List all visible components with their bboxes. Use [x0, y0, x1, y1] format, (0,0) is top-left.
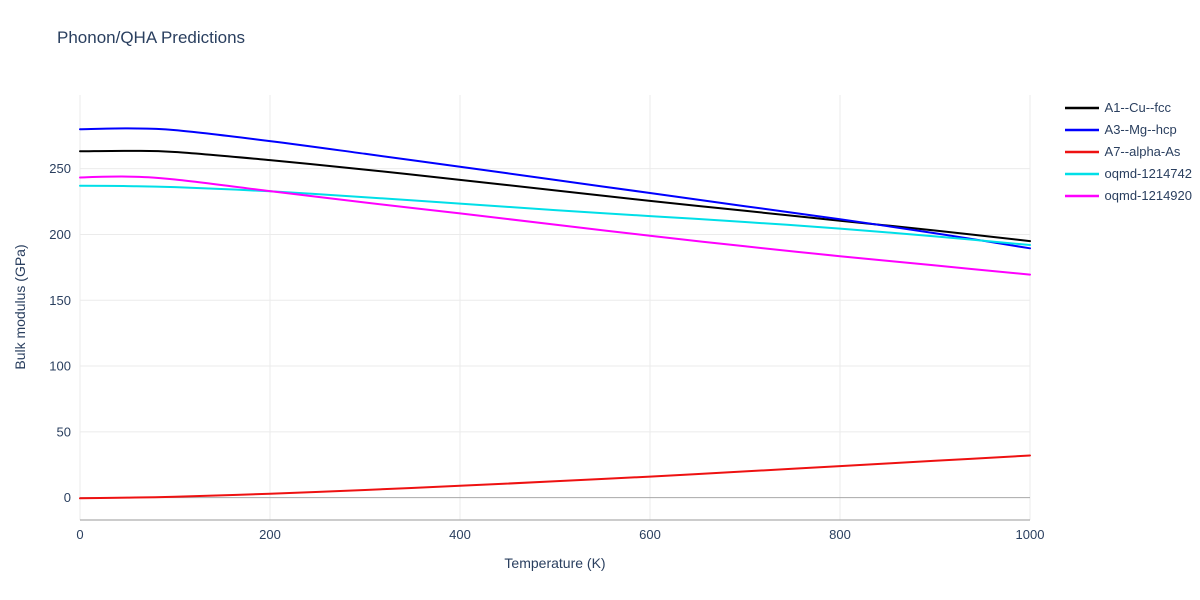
legend: A1--Cu--fcc A3--Mg--hcp A7--alpha-As oqmd-1… — [1064, 100, 1192, 203]
legend-label: A3--Mg--hcp — [1104, 122, 1177, 137]
legend-item-A3--Mg--hcp[interactable]: A3--Mg--hcp — [1064, 122, 1192, 137]
y-tick-label: 100 — [49, 359, 71, 374]
x-axis-label: Temperature (K) — [504, 555, 606, 571]
legend-label: A7--alpha-As — [1104, 144, 1181, 159]
series-line-A1--Cu--fcc[interactable] — [79, 149, 1031, 243]
legend-item-A1--Cu--fcc[interactable]: A1--Cu--fcc — [1064, 100, 1192, 115]
y-tick-label: 0 — [64, 490, 71, 505]
legend-label: oqmd-1214920 — [1104, 188, 1192, 203]
legend-label: oqmd-1214742 — [1104, 166, 1192, 181]
y-tick-label: 250 — [49, 161, 71, 176]
x-tick-label: 0 — [76, 527, 83, 542]
series-line-oqmd-1214920[interactable] — [79, 175, 1031, 276]
x-tick-label: 200 — [259, 527, 281, 542]
legend-swatch-icon — [1064, 194, 1099, 197]
legend-item-A7--alpha-As[interactable]: A7--alpha-As — [1064, 144, 1192, 159]
series-line-A7--alpha-As[interactable] — [79, 454, 1031, 500]
legend-swatch-icon — [1064, 150, 1099, 153]
x-tick-label: 600 — [639, 527, 661, 542]
y-tick-label: 150 — [49, 293, 71, 308]
legend-swatch-icon — [1064, 128, 1099, 131]
series-line-oqmd-1214742[interactable] — [79, 184, 1031, 246]
x-tick-label: 1000 — [1016, 527, 1045, 542]
y-axis-label: Bulk modulus (GPa) — [12, 244, 28, 370]
x-tick-label: 800 — [829, 527, 851, 542]
series-line-A3--Mg--hcp[interactable] — [79, 127, 1031, 250]
x-tick-label: 400 — [449, 527, 471, 542]
legend-item-oqmd-1214742[interactable]: oqmd-1214742 — [1064, 166, 1192, 181]
legend-swatch-icon — [1064, 106, 1099, 109]
chart-title: Phonon/QHA Predictions — [57, 28, 246, 47]
legend-swatch-icon — [1064, 172, 1099, 175]
y-tick-label: 200 — [49, 227, 71, 242]
legend-item-oqmd-1214920[interactable]: oqmd-1214920 — [1064, 188, 1192, 203]
legend-label: A1--Cu--fcc — [1104, 100, 1171, 115]
y-tick-label: 50 — [57, 424, 71, 439]
